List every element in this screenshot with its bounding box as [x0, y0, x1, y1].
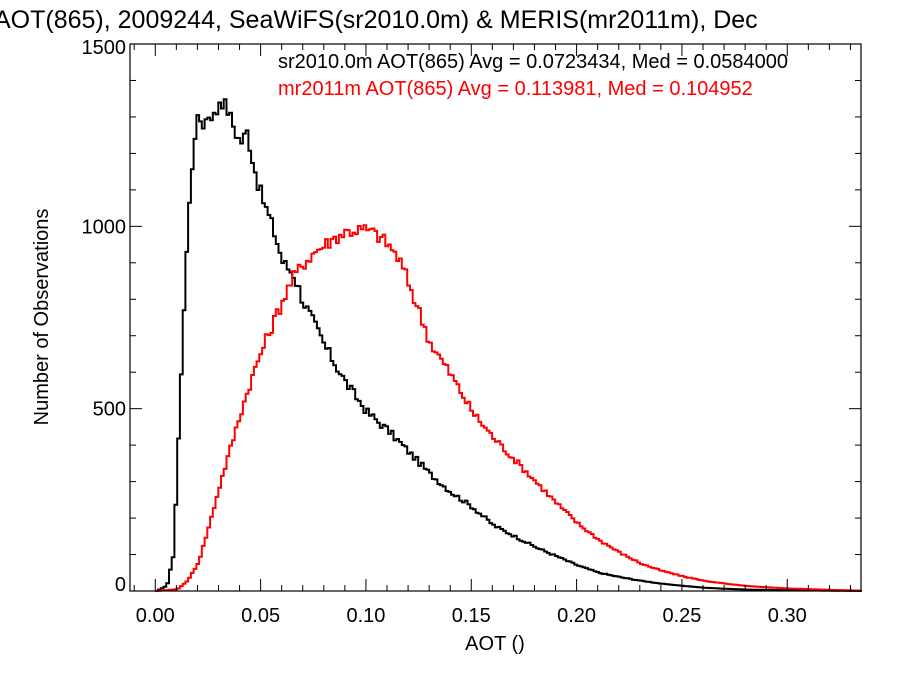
y-axis-label: Number of Observations — [31, 209, 53, 426]
plot-frame — [129, 43, 862, 592]
mr2011m-histogram-line — [155, 224, 862, 592]
x-tick-label: 0.20 — [557, 605, 596, 627]
y-tick-label: 1500 — [82, 37, 127, 59]
chart-title: AOT(865), 2009244, SeaWiFS(sr2010.0m) & … — [0, 6, 758, 34]
x-tick-label: 0.15 — [452, 605, 491, 627]
x-tick-label: 0.25 — [662, 605, 701, 627]
y-tick-label: 0 — [115, 574, 126, 596]
x-tick-label: 0.05 — [241, 605, 280, 627]
x-tick-label: 0.00 — [136, 605, 175, 627]
x-tick-label: 0.10 — [346, 605, 385, 627]
series-layer — [155, 98, 862, 592]
y-tick-label: 1000 — [82, 216, 127, 238]
sr2010-histogram-line — [155, 98, 862, 592]
x-tick-label: 0.30 — [768, 605, 807, 627]
mr2011m-stats-annotation: mr2011m AOT(865) Avg = 0.113981, Med = 0… — [278, 78, 753, 100]
y-tick-label: 500 — [93, 399, 126, 421]
ticks-layer: 0.00 0.05 0.10 0.15 0.20 0.25 0.30 0 500 1000 1500 — [82, 37, 861, 627]
x-axis-label: AOT () — [465, 633, 525, 655]
sr2010-stats-annotation: sr2010.0m AOT(865) Avg = 0.0723434, Med … — [278, 51, 788, 73]
